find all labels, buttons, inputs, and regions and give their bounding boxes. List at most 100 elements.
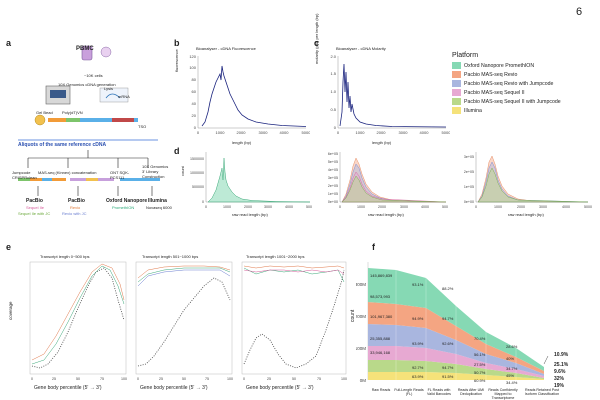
- ont-label: Oxford Nanopore: [106, 198, 148, 204]
- panel-e2-line-revio: [137, 265, 231, 279]
- f-pct-col4-5: 60.9%: [474, 378, 486, 383]
- svg-text:25: 25: [52, 377, 56, 381]
- svg-text:0: 0: [137, 377, 139, 381]
- svg-text:2e+05: 2e+05: [328, 184, 338, 188]
- panel-e3-line-ont: [243, 267, 345, 283]
- panel-c-title: Bioanalyser - cDNA Molarity: [336, 46, 386, 51]
- mrna-label: mRNA: [118, 94, 130, 99]
- f-pct-col2-5: 63.9%: [412, 374, 424, 379]
- svg-text:1e+05: 1e+05: [464, 185, 474, 189]
- legend-swatch: [452, 71, 461, 78]
- panel-d-pacbio-xticks: 0 1000 2000 3000 4000 5000: [339, 205, 448, 209]
- svg-text:3000: 3000: [264, 205, 272, 209]
- panel-f-yticks: 0M 100M 200M 300M: [356, 282, 366, 383]
- svg-text:0: 0: [31, 377, 33, 381]
- f-pct-col2-1: 93.1%: [412, 282, 424, 287]
- f-pct-col3-1: 88.2%: [442, 286, 454, 291]
- panel-b-chart: 0 20 40 60 80 100 120 0 1000 2000 3000 4000 5000: [189, 54, 310, 135]
- revio-label: Revio: [70, 205, 81, 210]
- novaseq-label: Novaseq 6000: [146, 205, 172, 210]
- f-final-pct-4: 32%: [554, 376, 565, 382]
- legend-swatch: [452, 89, 461, 96]
- svg-text:3000: 3000: [400, 205, 408, 209]
- f-final-pct-2: 25.1%: [554, 362, 569, 368]
- f-final-pct-1: 10.9%: [554, 352, 569, 358]
- svg-text:5000: 5000: [442, 205, 448, 209]
- f-raw-count-5: 33,946,168: [370, 350, 391, 355]
- f-pct-col5-2: 40%: [506, 356, 515, 361]
- svg-text:300M: 300M: [356, 282, 366, 287]
- panel-e3-line-revio: [243, 265, 345, 269]
- svg-text:4000: 4000: [421, 205, 429, 209]
- panel-b-xticks: 0 1000 2000 3000 4000 5000: [197, 130, 310, 135]
- revio-jc-label: Revio with JC: [62, 211, 87, 216]
- panel-a-letter: a: [6, 38, 12, 48]
- ont-kit-label: ONT SQK-PCS111: [110, 170, 130, 180]
- pbmc-tube-icon: [81, 45, 93, 61]
- panel-e2-line-ont: [137, 267, 231, 283]
- panel-e-xlabel-1: Gene body percentile (5' → 3'): [34, 385, 102, 391]
- panel-d-chart-ont: 0 500000 1000000 1500000 0 1000 2000 3000 4000…: [190, 152, 312, 209]
- panel-e-letter: e: [6, 242, 12, 252]
- svg-text:200M: 200M: [356, 314, 366, 319]
- panel-e3-dotted-line: [243, 269, 345, 369]
- panel-f-letter: f: [372, 242, 375, 252]
- svg-text:5000: 5000: [442, 130, 450, 135]
- svg-text:0e+00: 0e+00: [328, 200, 338, 204]
- svg-text:1000: 1000: [356, 130, 366, 135]
- svg-text:2000: 2000: [517, 205, 525, 209]
- f-pct-col5-5: 34.4%: [506, 380, 518, 385]
- mas-concat-label: MAS-seq (Kinnex) concatenation: [38, 170, 97, 175]
- svg-text:0: 0: [194, 125, 197, 130]
- svg-text:100: 100: [121, 377, 127, 381]
- panel-f-chart: 0M 100M 200M 300M: [356, 262, 549, 383]
- f-stage-fl: Full-Length Reads (FL): [394, 388, 424, 396]
- platform-legend: Platform Oxford Nanopore PromethION Pacb…: [452, 52, 561, 115]
- gel-bead-icon: [34, 114, 46, 126]
- f-stage-mapped: Reads Confidently Mapped to Transcriptom…: [488, 388, 518, 400]
- panel-d-ont-yticks: 0 500000 1000000 1500000: [190, 157, 204, 204]
- panel-d-illumina-area-1: [477, 155, 589, 203]
- panel-e-title-3: Transcript length 1001~2000 bps: [246, 254, 305, 259]
- gel-bead-label: Gel Bead: [36, 110, 53, 115]
- panel-d-ylabel: count: [180, 166, 185, 176]
- panel-c-xticks: 0 1000 2000 3000 4000 5000: [337, 130, 450, 135]
- f-pct-col2-2: 94.9%: [412, 316, 424, 321]
- svg-text:80: 80: [192, 77, 197, 82]
- panel-e1-line-ont: [31, 265, 125, 365]
- panel-c-chart: 0 0.5 1.0 1.5 2.0 0 1000 2000 3000 4000 5000: [330, 54, 450, 135]
- legend-item-sequel2: Pacbio MAS-seq Sequel II: [452, 88, 561, 97]
- panel-e-xlabel-2: Gene body percentile (5' → 3'): [140, 385, 208, 391]
- f-pct-col3-4: 94.7%: [442, 365, 454, 370]
- svg-text:1e+05: 1e+05: [328, 192, 338, 196]
- tenx-label: 10X Genomics cDNA generation: [58, 82, 116, 87]
- svg-text:40: 40: [192, 101, 197, 106]
- svg-text:0e+00: 0e+00: [464, 200, 474, 204]
- svg-text:75: 75: [317, 377, 321, 381]
- page-number: 6: [576, 6, 583, 18]
- f-pct-col3-2: 94.7%: [442, 316, 454, 321]
- svg-text:75: 75: [100, 377, 104, 381]
- svg-text:3e+05: 3e+05: [464, 155, 474, 159]
- f-pct-col3-3: 92.6%: [442, 341, 454, 346]
- svg-text:60: 60: [192, 89, 197, 94]
- panel-e-ylabel: coverage: [8, 301, 13, 320]
- f-pct-col4-1: 70.4%: [474, 336, 486, 341]
- pacbio1-label: PacBio: [26, 198, 43, 204]
- panel-b-yticks: 0 20 40 60 80 100 120: [189, 54, 196, 130]
- panel-d-illumina-yticks: 0e+00 1e+05 2e+05 3e+05: [464, 155, 474, 204]
- svg-text:0: 0: [334, 125, 337, 130]
- f-final-pct-3: 9.6%: [554, 369, 566, 375]
- svg-text:50: 50: [76, 377, 80, 381]
- svg-text:0: 0: [202, 200, 204, 204]
- svg-text:1000: 1000: [216, 130, 226, 135]
- legend-item-revio: Pacbio MAS-seq Revio: [452, 70, 561, 79]
- svg-text:20: 20: [192, 113, 197, 118]
- panel-b-fluorescence-line: [201, 65, 307, 127]
- panel-e-title-2: Transcript length 501~1000 bps: [142, 254, 199, 259]
- svg-text:100: 100: [341, 377, 347, 381]
- lysis-label: Lysis: [104, 86, 113, 91]
- svg-text:0: 0: [475, 205, 477, 209]
- svg-text:3e+05: 3e+05: [328, 176, 338, 180]
- svg-text:25: 25: [159, 377, 163, 381]
